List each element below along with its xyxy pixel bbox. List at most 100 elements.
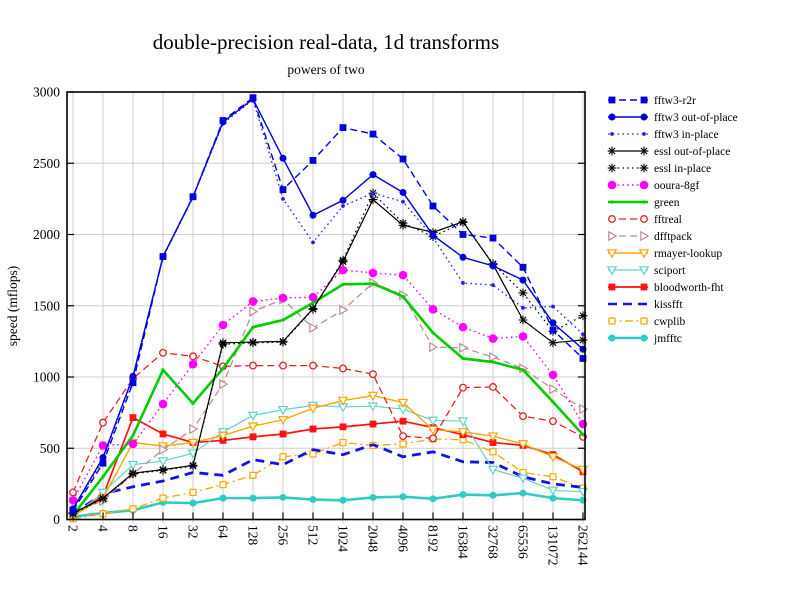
legend-label: ooura-8gf [654,180,700,192]
marker-green [551,400,555,404]
marker-fftw3-r2r [279,186,287,194]
marker-rmayer-lookup [337,396,349,406]
marker-fftw3-out-of-place [129,372,137,380]
marker-fftw3-r2r [459,231,467,238]
marker-essl-out-of-place [548,338,558,348]
marker-rmayer-lookup [247,422,259,432]
marker-fftw3-r2r [339,124,347,132]
line-essl-in-place [72,192,584,515]
marker-green [281,318,285,322]
x-tick-label: 65536 [516,525,531,559]
marker-essl-out-of-place [338,257,348,266]
marker-fftw3-in-place [581,332,585,337]
legend-entry-essl-in-place: essl in-place [607,163,711,175]
gridlines [67,92,585,524]
marker-bloodworth-fht [399,417,407,425]
marker-green [371,282,375,286]
marker-fftreal [489,383,497,391]
series-cwplib [69,435,587,523]
marker-fftw3-in-place [401,199,405,204]
marker-essl-out-of-place [278,336,288,346]
legend-entry-fftw3-out-of-place: fftw3 out-of-place [608,112,738,124]
legend: fftw3-r2r fftw3 out-of-place fftw3 in-plac… [606,95,738,345]
marker-sciport [187,449,199,459]
marker-bloodworth-fht [129,414,137,422]
legend-entry-essl-out-of-place: essl out-of-place [607,146,730,158]
marker-fftw3-out-of-place [459,253,467,261]
marker-fftreal [99,418,107,427]
marker-ooura-8gf [548,370,558,380]
line-green [71,282,584,517]
marker-cwplib [249,471,257,479]
legend-label: rmayer-lookup [654,248,722,260]
marker-legend [642,132,646,136]
x-tick-label: 32768 [486,525,501,559]
marker-ooura-8gf [128,439,138,449]
legend-entry-cwplib: cwplib [608,316,686,328]
marker-fftreal [429,434,437,443]
marker-cwplib [399,440,407,448]
marker-sciport [517,474,529,484]
y-tick-label: 500 [40,441,61,456]
marker-legend [608,334,616,342]
y-tick-label: 3000 [33,85,60,100]
marker-fftw3-out-of-place [309,211,317,219]
x-tick-label: 256 [276,525,291,546]
legend-entry-fftw3-in-place: fftw3 in-place [608,129,719,141]
marker-ooura-8gf [368,268,378,278]
marker-cwplib [309,450,317,458]
y-axis-label: speed (mflops) [5,266,20,347]
marker-jmfftc [549,494,557,502]
marker-bloodworth-fht [339,423,347,431]
marker-jmfftc [279,493,287,501]
marker-fftw3-in-place [311,240,315,245]
marker-green [431,331,435,335]
legend-label: essl in-place [654,163,711,175]
marker-green [131,433,135,438]
marker-dfftpack [459,342,469,354]
marker-jmfftc [189,499,197,507]
marker-ooura-8gf [248,297,258,306]
series-essl-in-place [68,188,588,519]
marker-sciport [127,460,139,471]
marker-fftw3-r2r [519,263,527,271]
marker-fftreal [369,370,377,379]
marker-legend [640,317,648,325]
marker-green [401,294,405,299]
marker-fftw3-out-of-place [399,188,407,196]
line-sciport [72,404,584,518]
marker-jmfftc [399,493,407,501]
marker-dfftpack [189,423,199,435]
marker-essl-out-of-place [218,338,228,348]
series-sciport [67,401,589,523]
x-tick-label: 16 [156,525,171,539]
marker-rmayer-lookup [487,432,499,442]
marker-sciport [247,411,259,421]
y-tick-label: 2000 [33,227,60,242]
marker-bloodworth-fht [249,433,257,441]
marker-rmayer-lookup [367,391,379,401]
marker-legend [639,163,649,173]
marker-green [491,360,495,364]
marker-jmfftc [459,491,467,499]
marker-legend [606,249,618,259]
marker-fftreal [459,383,467,392]
marker-ooura-8gf [218,320,228,330]
marker-essl-out-of-place [368,195,378,204]
legend-label: fftw3 in-place [654,129,719,141]
marker-bloodworth-fht [309,425,317,433]
marker-legend [608,230,618,242]
marker-essl-out-of-place [98,493,108,503]
marker-fftw3-out-of-place [519,276,527,284]
series-kissfft [72,443,584,515]
tick-labels: 0 500 1000 1500 2000 2500 3000 2 4 8 16 32 64 128 256 5… [33,85,591,566]
legend-label: sciport [654,265,686,277]
line-jmfftc [72,491,584,518]
series-ooura-8gf [68,265,588,505]
marker-legend [608,283,616,291]
marker-essl-out-of-place [458,217,468,227]
marker-essl-out-of-place [128,468,138,478]
marker-essl-in-place [578,311,588,321]
marker-rmayer-lookup [217,431,229,441]
